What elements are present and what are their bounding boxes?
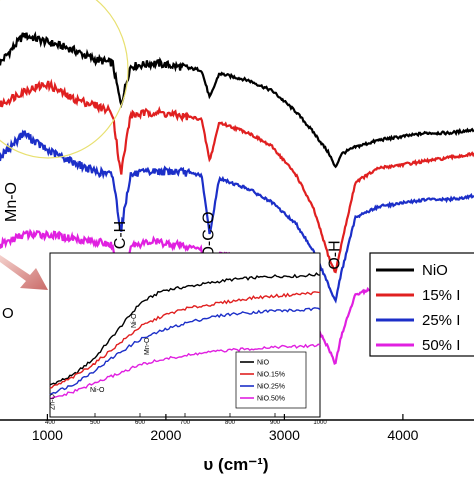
x-axis-title: υ (cm⁻¹) <box>203 455 268 474</box>
inset-series-line <box>49 291 321 389</box>
inset-x-tick-label: 800 <box>225 420 236 426</box>
main-series-line <box>0 30 474 169</box>
inset-legend: NiO NiO.15% NiO.25% NiO.50% <box>235 351 307 409</box>
edge-label: O <box>2 305 14 322</box>
inset-legend-label: NiO.15% <box>257 372 285 379</box>
inset-plot-area <box>49 272 321 400</box>
main-series-line <box>0 129 474 304</box>
inset-annotation-label: Ni-O <box>131 313 138 328</box>
main-x-tick-label: 3000 <box>269 427 300 443</box>
inset-x-tick-label: 900 <box>270 420 281 426</box>
main-x-ticks: 1000 2000 3000 4000 <box>32 414 419 443</box>
inset-x-ticks: 400 500 600 700 800 900 1000 <box>45 413 327 426</box>
inset-series-line <box>49 307 321 396</box>
peak-annotations: Mn-O C-H O-C-O O-H <box>3 182 343 270</box>
inset-series-line <box>49 343 321 400</box>
main-legend: NiO 15% I 25% I 50% I <box>369 252 474 357</box>
main-x-tick-label: 4000 <box>387 427 418 443</box>
main-legend-label: 25% I <box>422 312 460 329</box>
peak-annotation-label: Mn-O <box>3 182 20 222</box>
main-legend-label: 50% I <box>422 337 460 354</box>
main-x-tick-label: 1000 <box>32 427 63 443</box>
inset-x-tick-label: 600 <box>135 420 146 426</box>
inset-legend-label: NiO.50% <box>257 396 285 403</box>
main-legend-label: 15% I <box>422 287 460 304</box>
peak-annotation-label: C-H <box>112 221 129 249</box>
inset-x-tick-label: 700 <box>180 420 191 426</box>
inset-annotation-label: Zn-O <box>50 394 57 411</box>
main-legend-label: NiO <box>422 262 448 279</box>
inset-chart: 400 500 600 700 800 900 1000 Ni-O Zn-O Mn-ONi-O … <box>45 252 327 426</box>
peak-annotation-label: O-H <box>326 240 343 269</box>
inset-x-tick-label: 1000 <box>313 420 327 426</box>
inset-x-tick-label: 500 <box>90 420 101 426</box>
main-series-line <box>0 78 474 274</box>
inset-legend-label: NiO <box>257 360 270 367</box>
inset-series-line <box>49 272 321 386</box>
inset-x-tick-label: 400 <box>45 420 56 426</box>
highlight-ellipse <box>0 0 129 159</box>
peak-annotation-label: O-C-O <box>201 211 218 258</box>
inset-legend-label: NiO.25% <box>257 384 285 391</box>
inset-annotations: Ni-O Zn-O Mn-O Ni-O <box>50 313 152 410</box>
inset-annotation-label: Mn-O <box>144 337 151 355</box>
inset-annotation-label: Ni-O <box>90 387 105 394</box>
main-x-tick-label: 2000 <box>150 427 181 443</box>
callout-arrow <box>0 255 48 290</box>
